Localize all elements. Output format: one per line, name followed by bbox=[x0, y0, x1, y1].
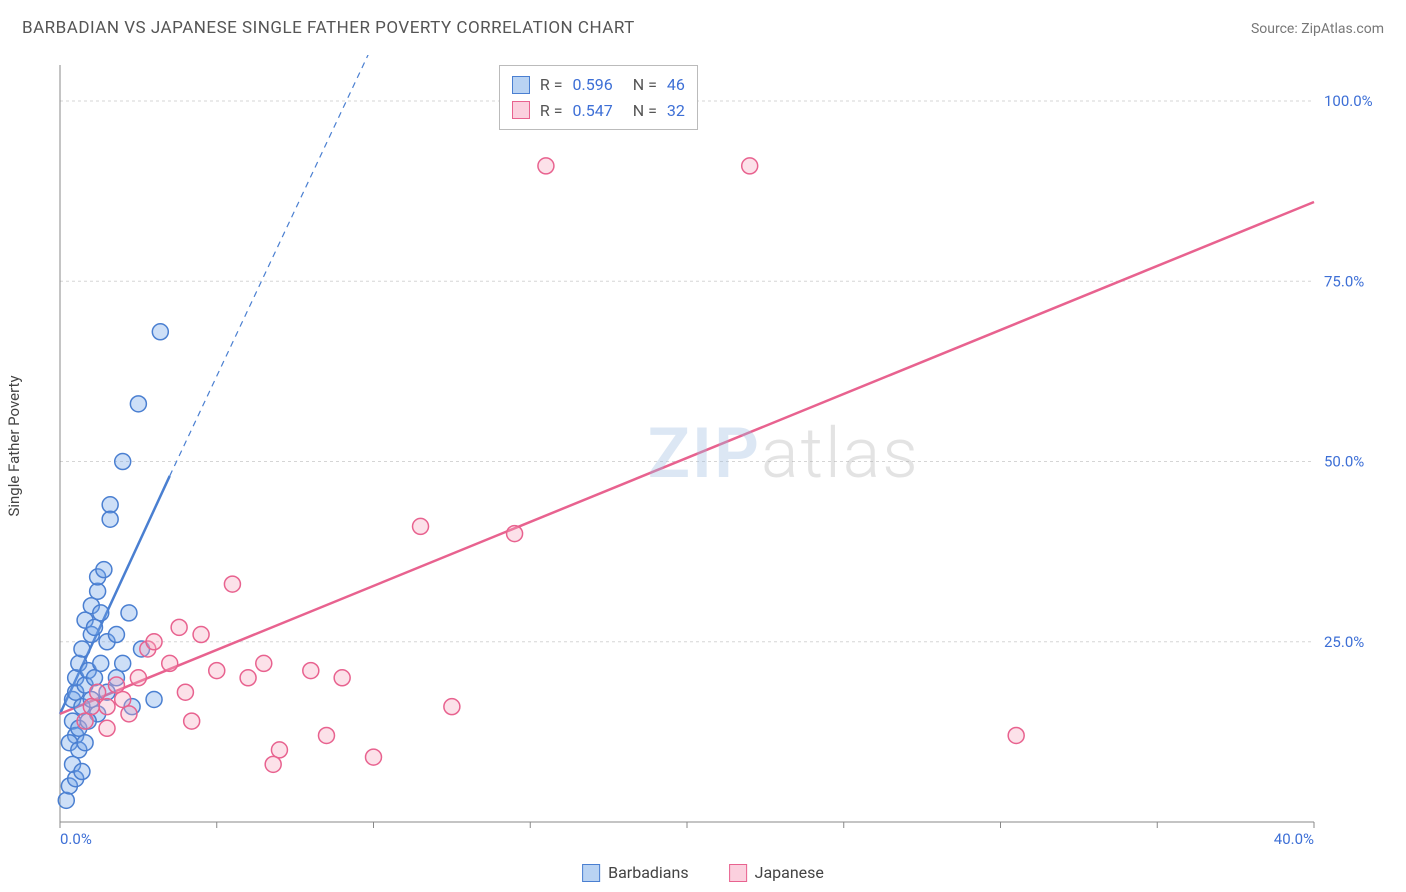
scatter-point bbox=[90, 684, 106, 700]
y-tick-label: 75.0% bbox=[1324, 272, 1364, 290]
legend-swatch bbox=[582, 864, 600, 882]
source-label: Source: bbox=[1251, 21, 1301, 37]
scatter-point bbox=[108, 677, 124, 693]
scatter-point bbox=[538, 158, 554, 174]
r-label: R = bbox=[540, 98, 563, 124]
scatter-point bbox=[224, 576, 240, 592]
scatter-point bbox=[303, 663, 319, 679]
scatter-point bbox=[93, 605, 109, 621]
scatter-point bbox=[146, 634, 162, 650]
scatter-point bbox=[413, 518, 429, 534]
scatter-point bbox=[96, 562, 112, 578]
scatter-point bbox=[108, 627, 124, 643]
scatter-point bbox=[130, 396, 146, 412]
scatter-point bbox=[93, 655, 109, 671]
scatter-point bbox=[162, 655, 178, 671]
scatter-point bbox=[334, 670, 350, 686]
scatter-point bbox=[102, 511, 118, 527]
scatter-point bbox=[86, 670, 102, 686]
scatter-point bbox=[193, 627, 209, 643]
scatter-point bbox=[115, 655, 131, 671]
scatter-point bbox=[99, 720, 115, 736]
stats-row: R = 0.596 N = 46 bbox=[512, 72, 685, 98]
legend-swatch bbox=[512, 76, 530, 94]
n-label: N = bbox=[633, 72, 657, 98]
legend-item: Japanese bbox=[729, 863, 824, 882]
scatter-point bbox=[77, 735, 93, 751]
n-value: 46 bbox=[667, 72, 685, 98]
stats-row: R = 0.547 N = 32 bbox=[512, 98, 685, 124]
scatter-point bbox=[742, 158, 758, 174]
scatter-point bbox=[366, 749, 382, 765]
x-tick-label: 0.0% bbox=[60, 830, 92, 848]
regression-line bbox=[60, 202, 1314, 714]
r-value: 0.596 bbox=[573, 72, 613, 98]
scatter-point bbox=[77, 713, 93, 729]
scatter-point bbox=[121, 605, 137, 621]
header: BARBADIAN VS JAPANESE SINGLE FATHER POVE… bbox=[22, 18, 1384, 38]
r-label: R = bbox=[540, 72, 563, 98]
scatter-point bbox=[265, 756, 281, 772]
scatter-point bbox=[115, 454, 131, 470]
chart-svg: 25.0% 50.0% 75.0% 100.0% 0.0% 40.0% bbox=[50, 55, 1384, 852]
scatter-point bbox=[74, 764, 90, 780]
y-tick-label: 50.0% bbox=[1324, 453, 1364, 471]
y-axis-label: Single Father Poverty bbox=[5, 375, 23, 516]
chart-title: BARBADIAN VS JAPANESE SINGLE FATHER POVE… bbox=[22, 18, 635, 38]
scatter-point bbox=[74, 641, 90, 657]
y-tick-label: 25.0% bbox=[1324, 633, 1364, 651]
r-value: 0.547 bbox=[573, 98, 613, 124]
scatter-point bbox=[171, 619, 187, 635]
scatter-point bbox=[121, 706, 137, 722]
legend-swatch bbox=[729, 864, 747, 882]
legend-label: Japanese bbox=[755, 863, 824, 882]
y-tick-label: 100.0% bbox=[1324, 92, 1373, 110]
legend-item: Barbadians bbox=[582, 863, 689, 882]
scatter-point bbox=[102, 497, 118, 513]
x-tick-label: 40.0% bbox=[1274, 830, 1314, 848]
correlation-stats-box: R = 0.596 N = 46 R = 0.547 N = 32 bbox=[499, 65, 698, 130]
n-label: N = bbox=[633, 98, 657, 124]
legend-label: Barbadians bbox=[608, 863, 689, 882]
scatter-point bbox=[90, 583, 106, 599]
scatter-point bbox=[152, 324, 168, 340]
scatter-point bbox=[240, 670, 256, 686]
scatter-point bbox=[58, 792, 74, 808]
scatter-point bbox=[318, 727, 334, 743]
regression-line-extension bbox=[170, 55, 374, 476]
legend-swatch bbox=[512, 101, 530, 119]
scatter-point bbox=[209, 663, 225, 679]
scatter-point bbox=[184, 713, 200, 729]
scatter-point bbox=[507, 526, 523, 542]
scatter-point bbox=[146, 691, 162, 707]
series-legend: Barbadians Japanese bbox=[582, 863, 824, 882]
scatter-point bbox=[83, 699, 99, 715]
scatter-point bbox=[99, 699, 115, 715]
scatter-point bbox=[444, 699, 460, 715]
scatter-point bbox=[115, 691, 131, 707]
scatter-point bbox=[86, 619, 102, 635]
scatter-point bbox=[177, 684, 193, 700]
source-link[interactable]: ZipAtlas.com bbox=[1301, 21, 1384, 37]
scatter-point bbox=[130, 670, 146, 686]
n-value: 32 bbox=[667, 98, 685, 124]
source-attribution: Source: ZipAtlas.com bbox=[1251, 21, 1384, 37]
chart-plot-area: 25.0%50.0%75.0%100.0%0.0%40.0% ZIPatlas … bbox=[50, 55, 1384, 852]
scatter-point bbox=[1008, 727, 1024, 743]
scatter-point bbox=[256, 655, 272, 671]
scatter-point bbox=[271, 742, 287, 758]
